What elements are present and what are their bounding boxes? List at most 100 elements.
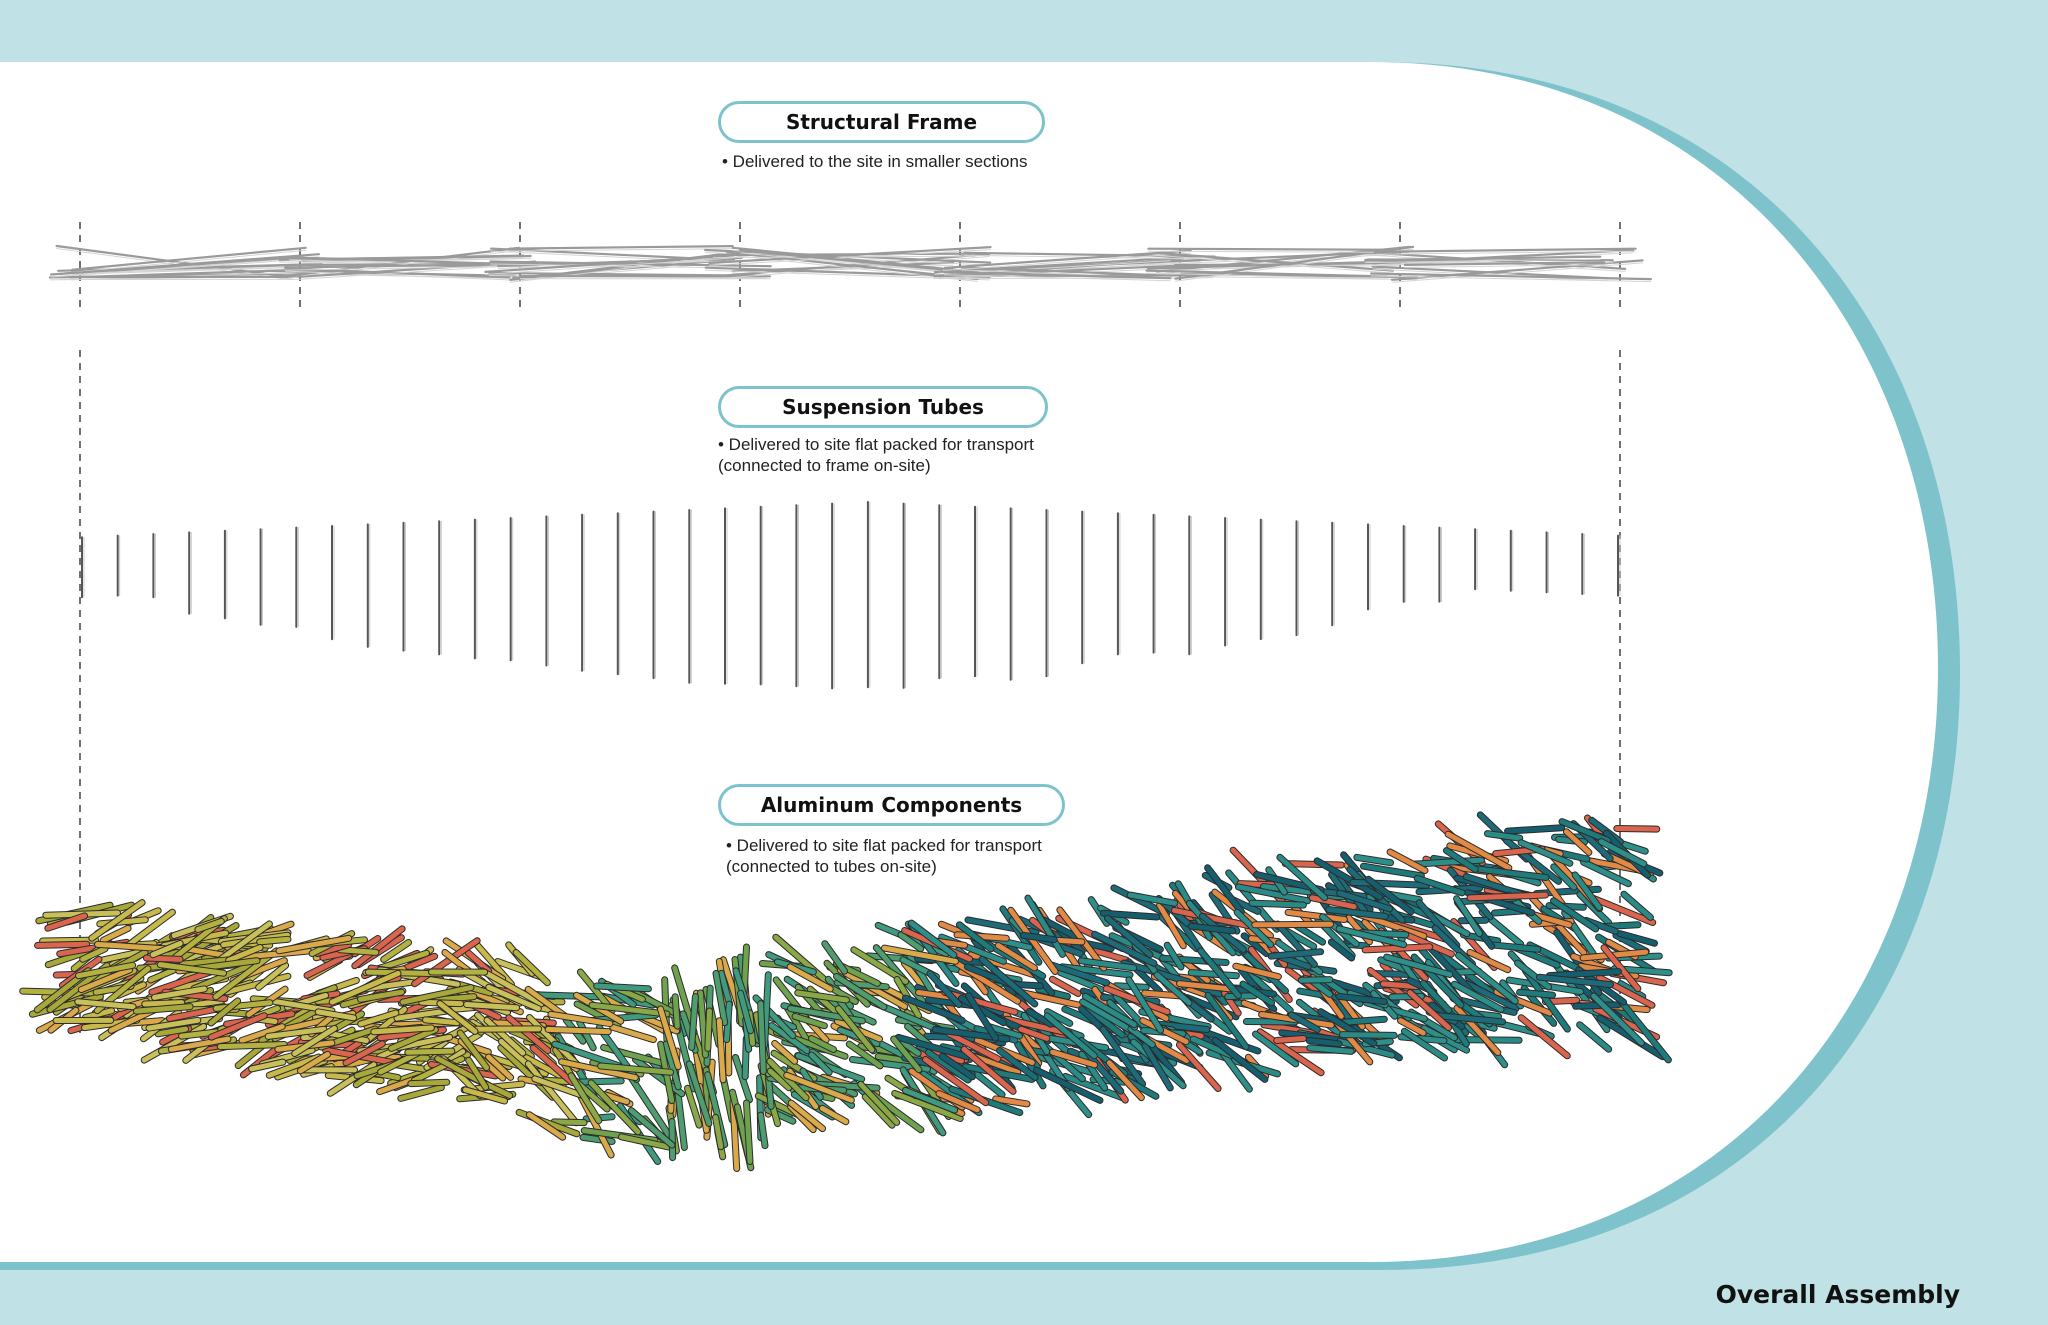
aluminum-component <box>1257 1029 1324 1076</box>
aluminum-component <box>1113 994 1151 1034</box>
aluminum-component <box>1577 1022 1612 1052</box>
aluminum-component <box>1154 972 1192 1006</box>
aluminum-component <box>1337 1039 1395 1058</box>
aluminum-component <box>1198 948 1241 998</box>
aluminum-component <box>152 986 207 1000</box>
aluminum-component <box>486 1054 514 1080</box>
frame-member-edge <box>50 259 297 278</box>
aluminum-component <box>1617 931 1657 946</box>
aluminum-component <box>598 1063 674 1075</box>
aluminum-component <box>588 1080 641 1135</box>
aluminum-component <box>1613 932 1649 954</box>
aluminum-component <box>995 943 1037 971</box>
aluminum-component <box>1050 976 1081 996</box>
aluminum-component <box>358 1010 399 1027</box>
aluminum-component <box>195 918 224 932</box>
aluminum-component <box>959 995 1007 1026</box>
aluminum-component <box>1350 879 1430 888</box>
aluminum-component <box>143 955 183 962</box>
aluminum-component <box>1517 989 1556 998</box>
section-note-structural-frame-1: • Delivered to the site in smaller secti… <box>722 152 1028 171</box>
aluminum-component <box>352 926 405 969</box>
aluminum-component <box>465 950 492 974</box>
aluminum-component <box>266 1054 322 1078</box>
aluminum-component <box>463 1087 508 1104</box>
aluminum-component <box>834 974 887 1010</box>
aluminum-component <box>1444 848 1478 872</box>
aluminum-component <box>902 1087 958 1113</box>
frame-member-edge <box>1404 264 1605 268</box>
aluminum-component <box>526 1112 566 1140</box>
aluminum-component <box>686 1061 712 1126</box>
aluminum-component <box>1277 854 1328 901</box>
aluminum-component <box>498 1045 556 1100</box>
aluminum-component <box>239 1024 285 1043</box>
aluminum-component <box>618 1134 674 1150</box>
aluminum-component <box>962 1064 1035 1082</box>
aluminum-component <box>1398 1018 1426 1036</box>
aluminum-component <box>1188 970 1239 979</box>
aluminum-component <box>942 989 1018 1015</box>
aluminum-component <box>997 1048 1038 1080</box>
frame-member <box>943 249 1192 269</box>
aluminum-component <box>95 941 171 952</box>
aluminum-component <box>149 968 215 995</box>
aluminum-component <box>1328 939 1355 961</box>
aluminum-component <box>1078 958 1137 971</box>
aluminum-component <box>1059 964 1133 978</box>
aluminum-component <box>1298 977 1333 983</box>
aluminum-component <box>146 1017 201 1031</box>
aluminum-components <box>19 811 1673 1172</box>
section-note-aluminum-components-2: (connected to tubes on-site) <box>726 857 937 876</box>
overall-assembly-label: Overall Assembly <box>1715 1280 1960 1309</box>
aluminum-component <box>1171 907 1251 928</box>
aluminum-component <box>1205 865 1244 915</box>
aluminum-component <box>1467 892 1548 901</box>
frame-member-edge <box>708 249 991 266</box>
aluminum-component <box>1020 932 1057 943</box>
frame-member-edge <box>1372 252 1634 267</box>
aluminum-component <box>548 1011 613 1027</box>
aluminum-component <box>819 1105 849 1125</box>
frame-member <box>288 256 514 266</box>
aluminum-component <box>1307 1045 1354 1054</box>
aluminum-component <box>575 1078 624 1085</box>
aluminum-component <box>35 941 90 948</box>
frame-member-edge <box>284 265 539 271</box>
aluminum-component <box>713 1114 724 1150</box>
aluminum-component <box>423 1017 460 1026</box>
aluminum-component <box>150 940 183 958</box>
aluminum-component <box>1463 874 1528 898</box>
aluminum-component <box>956 922 994 952</box>
aluminum-component <box>208 998 241 1026</box>
aluminum-component <box>822 941 847 974</box>
aluminum-component <box>1563 829 1592 855</box>
aluminum-component <box>954 932 1009 941</box>
aluminum-component <box>236 948 311 960</box>
aluminum-component <box>398 1085 444 1101</box>
aluminum-component <box>168 1036 231 1052</box>
aluminum-component <box>408 1079 450 1087</box>
aluminum-component <box>388 1027 438 1051</box>
aluminum-component <box>685 1085 702 1128</box>
aluminum-component <box>672 994 680 1029</box>
aluminum-component <box>610 1024 656 1043</box>
aluminum-component <box>530 1045 575 1086</box>
aluminum-component <box>925 1049 971 1083</box>
aluminum-component <box>1008 907 1058 974</box>
aluminum-component <box>1045 1009 1073 1026</box>
aluminum-component <box>1100 910 1160 920</box>
aluminum-component <box>1050 1049 1098 1068</box>
aluminum-component <box>1365 876 1414 915</box>
aluminum-component <box>1017 989 1088 1009</box>
aluminum-component <box>970 1053 1021 1075</box>
aluminum-component <box>1326 907 1388 919</box>
aluminum-component <box>1025 895 1065 957</box>
aluminum-component <box>256 962 289 990</box>
aluminum-component <box>217 1042 287 1050</box>
aluminum-component <box>862 1094 895 1128</box>
aluminum-component <box>574 1001 608 1021</box>
aluminum-component <box>767 1068 792 1091</box>
frame-member-edge <box>1147 262 1423 272</box>
aluminum-component <box>337 947 379 955</box>
